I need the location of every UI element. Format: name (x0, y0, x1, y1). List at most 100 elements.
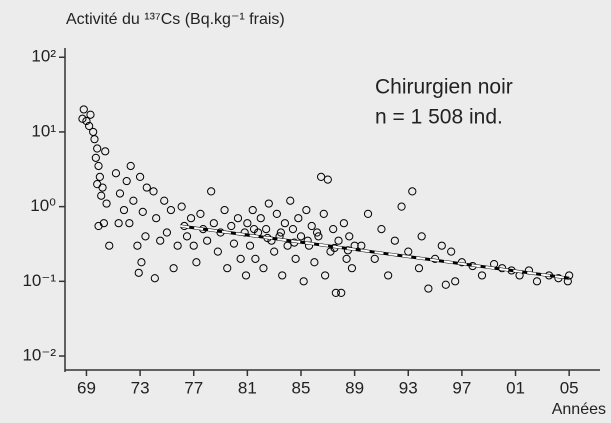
point (312, 228, 322, 237)
point (137, 258, 146, 267)
point (85, 121, 94, 131)
y-tick-label: 10² (31, 47, 56, 66)
point (342, 254, 351, 263)
point (86, 110, 95, 119)
point (377, 225, 386, 234)
point (437, 241, 446, 250)
point (331, 288, 340, 297)
point (209, 219, 218, 228)
x-tick-label: 97 (452, 378, 471, 397)
point (91, 153, 100, 162)
point (276, 228, 285, 237)
point (97, 191, 106, 200)
point (259, 264, 268, 273)
point (283, 241, 292, 250)
point (177, 202, 186, 211)
point (192, 258, 201, 267)
point (79, 105, 88, 114)
point (182, 232, 192, 241)
point (223, 264, 232, 273)
point (196, 209, 205, 218)
point (220, 205, 229, 215)
point (286, 196, 295, 205)
annotation: n = 1 508 ind. (375, 106, 503, 129)
point (251, 254, 260, 263)
point (565, 271, 574, 280)
point (160, 196, 169, 205)
point (169, 264, 178, 273)
x-tick-label: 69 (77, 378, 96, 397)
point (347, 264, 357, 273)
point (94, 161, 103, 171)
y-tick-label: 10⁰ (30, 196, 56, 215)
point (166, 205, 176, 215)
point (152, 214, 161, 223)
point (317, 172, 326, 182)
point (334, 236, 343, 245)
x-tick-label: 81 (238, 378, 257, 397)
x-tick-label: 01 (506, 378, 525, 397)
point (162, 228, 172, 237)
point (288, 225, 298, 234)
point (135, 172, 145, 182)
point (243, 219, 252, 228)
point (203, 236, 212, 245)
point (245, 241, 255, 250)
point (94, 221, 103, 231)
y-tick-label: 10⁻¹ (22, 271, 56, 290)
x-tick-label: 77 (184, 378, 203, 397)
point (272, 209, 281, 218)
point (93, 144, 102, 153)
point (294, 214, 303, 223)
point (262, 225, 271, 234)
point (98, 183, 107, 192)
y-tick-label: 10¹ (31, 121, 56, 140)
point (125, 219, 134, 228)
point (363, 209, 373, 218)
point (229, 239, 239, 248)
point (241, 271, 251, 280)
point (126, 161, 135, 171)
point (236, 254, 245, 263)
point (95, 172, 104, 182)
point (248, 205, 257, 215)
point (138, 207, 147, 217)
point (451, 277, 460, 286)
point (319, 209, 328, 218)
point (233, 214, 243, 223)
point (299, 277, 308, 286)
point (278, 271, 287, 280)
chart-title: Activité du ¹³⁷Cs (Bq.kg⁻¹ frais) (66, 11, 285, 28)
point (370, 254, 379, 263)
point (156, 236, 165, 245)
point (307, 221, 316, 231)
y-tick-label: 10⁻² (22, 346, 56, 365)
point (417, 232, 426, 241)
point (134, 268, 143, 277)
point (227, 221, 236, 231)
point (314, 232, 323, 241)
point (142, 183, 151, 192)
point (249, 225, 259, 234)
x-tick-label: 05 (560, 378, 579, 397)
point (390, 236, 399, 245)
point (207, 187, 216, 196)
point (111, 169, 121, 178)
point (149, 187, 158, 196)
point (78, 114, 87, 123)
point (532, 277, 542, 286)
point (133, 241, 142, 250)
point (213, 247, 222, 256)
point (114, 219, 123, 228)
point (189, 241, 198, 250)
x-axis-label: Années (552, 401, 606, 418)
point (329, 225, 338, 234)
point (447, 247, 456, 256)
point (339, 219, 348, 228)
point (90, 135, 99, 144)
point (280, 219, 289, 228)
point (424, 284, 433, 293)
point (186, 214, 196, 223)
